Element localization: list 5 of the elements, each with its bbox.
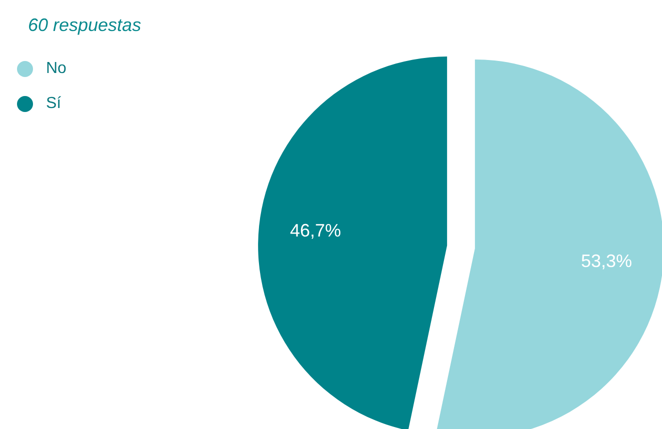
- legend-label: No: [46, 60, 67, 78]
- chart-subtitle: 60 respuestas: [28, 15, 142, 35]
- data-label: 53,3%: [580, 250, 632, 271]
- data-label: 46,7%: [290, 220, 342, 241]
- legend-label: Sí: [46, 95, 62, 112]
